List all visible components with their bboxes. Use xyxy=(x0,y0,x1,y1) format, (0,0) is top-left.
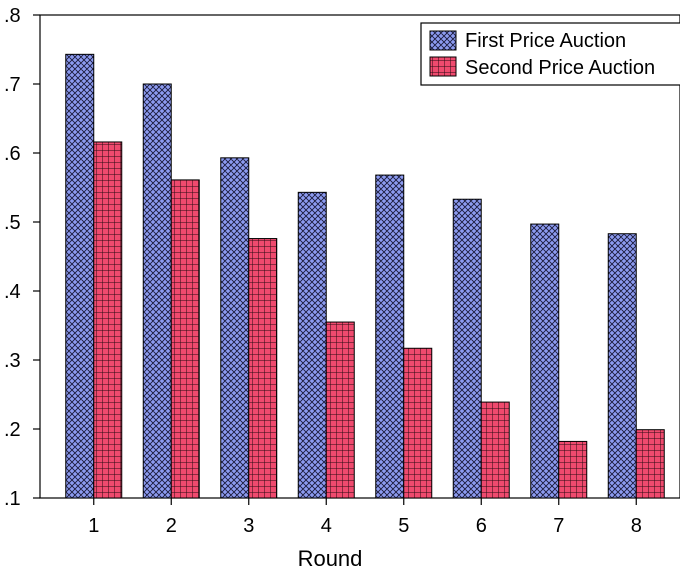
bar-first-price-8 xyxy=(607,233,637,499)
y-tick-label: .8 xyxy=(4,5,21,27)
legend-swatch-first-price xyxy=(429,30,457,51)
x-tick-label: 4 xyxy=(321,515,332,537)
bar-second-price-6 xyxy=(480,401,510,499)
bar-second-price-1 xyxy=(93,141,123,499)
y-tick-label: .6 xyxy=(4,143,21,165)
x-tick-label: 3 xyxy=(243,515,254,537)
legend-swatch-second-price xyxy=(429,56,457,77)
bar-first-price-1 xyxy=(65,53,95,499)
x-tick-label: 2 xyxy=(166,515,177,537)
legend: First Price Auction Second Price Auction xyxy=(420,22,680,86)
bar-first-price-7 xyxy=(530,223,560,499)
x-tick-label: 5 xyxy=(398,515,409,537)
x-axis: 1 2 3 4 5 6 7 8 xyxy=(88,498,642,537)
y-tick-label: .1 xyxy=(4,488,21,510)
y-tick-label: .2 xyxy=(4,419,21,441)
y-tick-label: .4 xyxy=(4,281,21,303)
bar-first-price-3 xyxy=(220,157,250,499)
y-tick-label: .5 xyxy=(4,212,21,234)
x-axis-title: Round xyxy=(298,546,363,571)
legend-label-second-price: Second Price Auction xyxy=(465,57,655,79)
x-tick-label: 7 xyxy=(553,515,564,537)
bar-second-price-2 xyxy=(170,179,200,499)
y-tick-label: .3 xyxy=(4,350,21,372)
bar-second-price-7 xyxy=(558,440,588,499)
legend-label-first-price: First Price Auction xyxy=(465,30,626,52)
bar-first-price-5 xyxy=(375,174,405,499)
bars-group xyxy=(65,53,665,499)
x-tick-label: 8 xyxy=(631,515,642,537)
x-tick-label: 1 xyxy=(88,515,99,537)
plot-frame xyxy=(39,14,680,499)
x-tick-label: 6 xyxy=(476,515,487,537)
bar-second-price-8 xyxy=(635,429,665,499)
bar-second-price-5 xyxy=(403,347,433,499)
bar-second-price-4 xyxy=(325,321,355,499)
y-tick-label: .7 xyxy=(4,74,21,96)
bar-second-price-3 xyxy=(248,238,278,499)
bar-first-price-4 xyxy=(297,191,327,499)
y-axis: .1 .2 .3 .4 .5 .6 .7 .8 xyxy=(4,5,40,510)
bar-first-price-6 xyxy=(452,198,482,499)
bar-first-price-2 xyxy=(142,83,172,499)
legend-box xyxy=(420,22,680,86)
